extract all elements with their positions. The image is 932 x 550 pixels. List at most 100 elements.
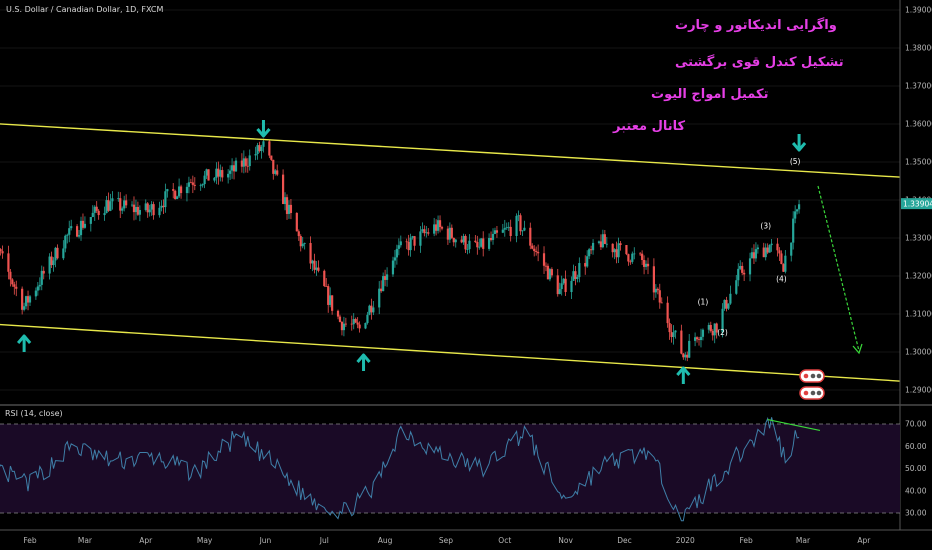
rsi-divergence-line[interactable] (767, 418, 821, 432)
candle-body (466, 249, 469, 250)
candle-body (89, 217, 92, 224)
candle-body (323, 270, 326, 286)
candle-body (519, 215, 522, 232)
candle-body (423, 229, 426, 234)
candle-body (54, 247, 57, 261)
event-badge-icon[interactable] (799, 386, 825, 400)
candle-body (727, 303, 730, 309)
candle-body (134, 206, 138, 213)
candle-body (384, 276, 387, 280)
candle-body (97, 210, 100, 216)
channel-lower-line[interactable] (0, 323, 921, 384)
candle-body (796, 209, 799, 212)
candle-body (576, 277, 579, 279)
candle-body (172, 189, 175, 191)
candle-body (601, 234, 604, 248)
channel-upper-line[interactable] (0, 122, 921, 180)
candle-body (407, 241, 410, 251)
candle-body (178, 186, 181, 197)
candle-body (364, 322, 367, 329)
candle-body (162, 205, 165, 208)
candle-body (272, 159, 275, 174)
candle-body (370, 305, 373, 313)
candle-body (752, 252, 756, 259)
candle-body (591, 242, 595, 251)
rsi-tick-label: 50.00 (905, 464, 927, 473)
candle-body (75, 226, 79, 237)
time-tick-label: Oct (498, 536, 511, 545)
candle-body (468, 240, 471, 250)
candle-body (462, 235, 465, 243)
candle-body (174, 190, 177, 200)
time-tick-label: Aug (378, 536, 393, 545)
candle-body (715, 323, 718, 333)
candle-body (9, 271, 12, 280)
candle-body (105, 200, 108, 214)
candle-body (219, 170, 222, 177)
candle-body (391, 260, 395, 275)
candle-body (91, 212, 94, 218)
candle-body (723, 299, 726, 309)
candle-body (111, 198, 114, 202)
candle-body (36, 286, 39, 291)
candle-body (378, 288, 381, 308)
rsi-label: RSI (14, close) (5, 409, 63, 418)
candle-body (77, 235, 81, 237)
candle-body (0, 249, 2, 252)
candle-body (193, 184, 196, 186)
price-channel[interactable] (0, 122, 921, 384)
target-arrowhead-icon (852, 343, 863, 355)
candle-body (258, 145, 261, 152)
candle-body (574, 271, 577, 279)
target-projection-line[interactable] (817, 185, 860, 352)
candle-body (542, 253, 546, 266)
candle-body (121, 208, 124, 211)
rsi-tick-label: 70.00 (905, 420, 927, 429)
rsi-band-fill (0, 424, 900, 513)
candle-body (81, 220, 85, 228)
candle-body (480, 238, 483, 247)
candle-body (764, 247, 767, 258)
candle-body (658, 290, 661, 303)
candle-body (501, 229, 504, 233)
rsi-scale: 70.00 60.00 50.00 40.00 30.00 (905, 420, 927, 518)
time-tick-label: Sep (439, 536, 453, 545)
candle-body (558, 289, 561, 295)
candle-body (309, 243, 312, 264)
candle-body (550, 269, 553, 276)
candle-body (119, 198, 122, 211)
annotation-reversal-candle: تشکیل کندل قوی برگشتی (675, 54, 844, 70)
candle-body (533, 248, 536, 252)
candle-body (107, 200, 110, 211)
price-tick-label: 1.38000 (905, 44, 932, 53)
target-projection[interactable] (799, 185, 863, 400)
candle-body (93, 206, 96, 213)
candle-body (762, 247, 765, 258)
candle-body (283, 197, 287, 205)
wave-label: (4) (776, 275, 787, 284)
price-grid (0, 9, 900, 391)
time-axis[interactable]: Feb Mar Apr May Jun Jul Aug Sep Oct Nov Dec 2020 Feb… (23, 536, 871, 545)
candle-body (629, 261, 632, 263)
price-tick-label: 1.29000 (905, 386, 932, 395)
event-badge-icon[interactable] (799, 369, 825, 383)
candle-body (144, 203, 147, 210)
candle-body (270, 155, 273, 160)
candle-body (460, 239, 463, 243)
candle-body (507, 226, 510, 228)
svg-text:1.33904: 1.33904 (903, 200, 932, 209)
candle-body (240, 160, 243, 167)
candle-body (670, 332, 673, 338)
candle-body (476, 242, 479, 248)
candle-body (287, 204, 291, 214)
persian-annotations: واگرایی اندیکاتور و چارت تشکیل کندل قوی … (612, 17, 844, 134)
candle-body (597, 241, 601, 243)
candle-body (340, 321, 344, 331)
candle-body (544, 265, 548, 267)
candle-body (38, 284, 41, 287)
candle-body (625, 245, 628, 255)
candle-body (517, 215, 520, 217)
time-tick-label: Apr (857, 536, 871, 545)
candle-body (150, 204, 153, 210)
